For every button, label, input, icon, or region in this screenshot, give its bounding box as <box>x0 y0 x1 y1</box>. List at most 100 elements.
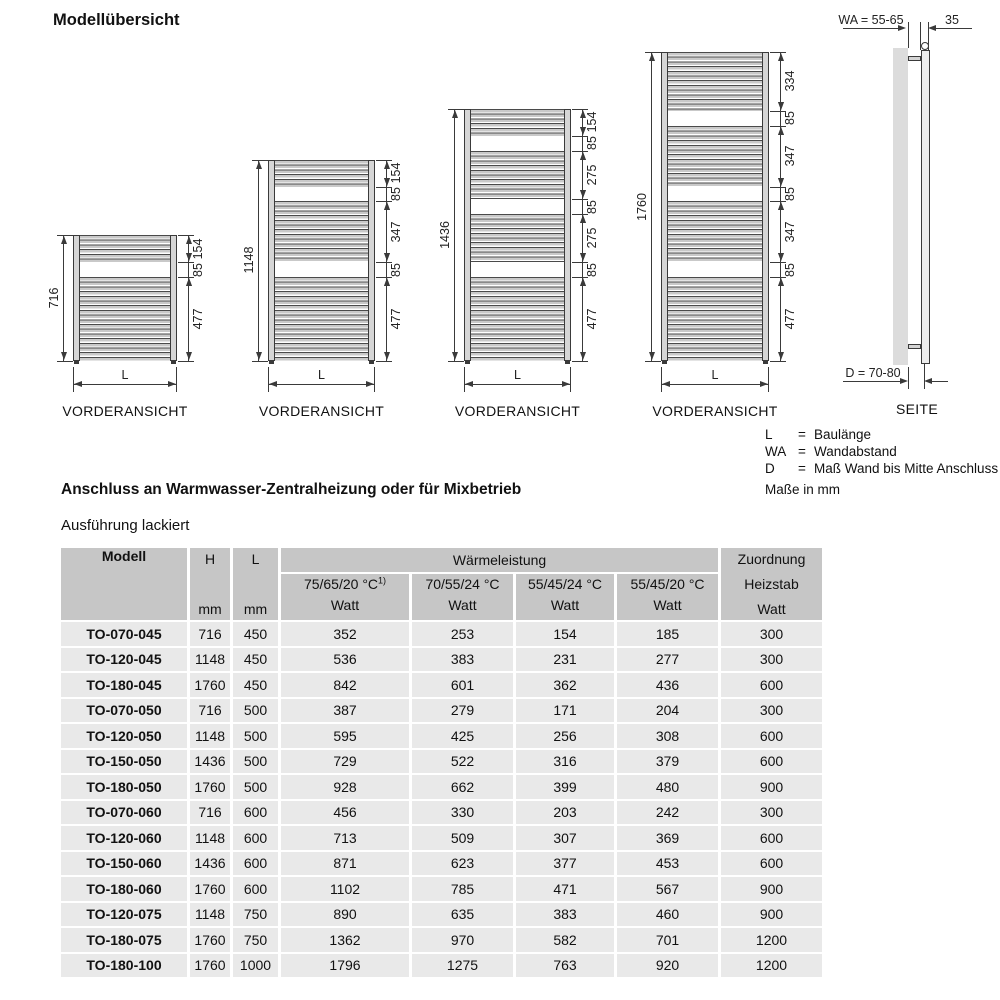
value-cell: 369 <box>617 826 718 850</box>
value-cell: 1102 <box>281 877 409 901</box>
arrow-up-icon <box>580 109 586 118</box>
side-view-caption: SEITE <box>896 401 938 417</box>
dim-tick <box>770 361 786 362</box>
arrow-up-icon <box>61 236 67 245</box>
value-cell: 635 <box>412 902 513 926</box>
tube-group <box>668 277 762 361</box>
model-cell: TO-120-060 <box>61 826 187 850</box>
temp-label: 70/55/24 °C <box>412 574 513 595</box>
value-cell: 500 <box>233 775 278 799</box>
value-cell: 600 <box>233 877 278 901</box>
model-cell: TO-180-100 <box>61 953 187 977</box>
front-view-caption: VORDERANSICHT <box>454 403 581 419</box>
tube-group <box>668 125 762 187</box>
collector-right <box>564 108 571 361</box>
tube-gap <box>471 262 564 278</box>
value-cell: 316 <box>516 749 614 773</box>
legend-row: L = Baulänge <box>765 426 998 443</box>
arrow-right-icon <box>898 25 906 31</box>
value-cell: 1760 <box>190 775 230 799</box>
value-cell: 900 <box>721 775 822 799</box>
spec-table-body: TO-070-045 716 450 352 253 154 185 300 TO-120-04… <box>61 622 822 977</box>
value-cell: 383 <box>412 647 513 671</box>
value-cell: 300 <box>721 800 822 824</box>
arrow-right-icon <box>366 381 374 387</box>
foot-left <box>662 361 667 364</box>
value-cell: 750 <box>233 902 278 926</box>
dim-tick <box>770 262 786 264</box>
temp-text: 55/45/20 °C <box>630 576 705 592</box>
value-cell: 1436 <box>190 749 230 773</box>
section-dim-label-text: 477 <box>783 308 797 330</box>
total-height-label-text: 716 <box>47 287 61 309</box>
tube-group <box>80 235 170 263</box>
arrow-up-icon <box>384 278 390 287</box>
dim-tick <box>376 262 392 264</box>
section-dim-label-text: 477 <box>585 308 599 330</box>
extension-line <box>924 364 925 389</box>
extension-line <box>908 22 909 48</box>
header-stack: Zuordnung Heizstab Watt <box>721 548 822 620</box>
value-cell: 1362 <box>281 928 409 952</box>
value-cell: 600 <box>721 826 822 850</box>
model-overview-diagrams: 716 154 85 477 L VORDERANSICHT 1148 154 85 347 85 4… <box>0 0 1000 470</box>
section-dim-label-text: 85 <box>389 187 403 201</box>
dim-tick <box>376 277 392 279</box>
dim-line <box>843 381 900 382</box>
length-label: L <box>318 368 325 382</box>
value-cell: 204 <box>617 698 718 722</box>
arrow-up-icon <box>256 160 262 169</box>
model-cell: TO-070-050 <box>61 698 187 722</box>
value-cell: 480 <box>617 775 718 799</box>
value-cell: 920 <box>617 953 718 977</box>
front-view-caption: VORDERANSICHT <box>258 403 385 419</box>
legend-equals: = <box>798 461 806 476</box>
tube-gap <box>471 199 564 215</box>
table-row: TO-150-060 1436 600 871 623 377 453 600 <box>61 851 822 875</box>
dim-tick <box>57 361 73 362</box>
total-height-label-text: 1436 <box>438 221 452 249</box>
section-heading: Anschluss an Warmwasser-Zentralheizung o… <box>61 481 522 498</box>
table-row: TO-120-050 1148 500 595 425 256 308 600 <box>61 724 822 748</box>
unit-label: Watt <box>281 595 409 616</box>
col-header-modell: Modell <box>61 548 187 620</box>
arrow-right-icon <box>168 381 176 387</box>
col-header-temp: 75/65/20 °C1) Watt <box>281 574 409 620</box>
unit-label: Watt <box>516 595 614 616</box>
value-cell: 308 <box>617 724 718 748</box>
value-cell: 970 <box>412 928 513 952</box>
value-cell: 300 <box>721 647 822 671</box>
finish-note: Ausführung lackiert <box>61 517 190 534</box>
tube-group <box>471 214 564 263</box>
value-cell: 729 <box>281 749 409 773</box>
value-cell: 300 <box>721 622 822 646</box>
value-cell: 383 <box>516 902 614 926</box>
value-cell: 900 <box>721 902 822 926</box>
dim-tick <box>178 235 194 237</box>
value-cell: 253 <box>412 622 513 646</box>
total-height-label-text: 1148 <box>242 246 256 274</box>
value-cell: 701 <box>617 928 718 952</box>
unit-text: Watt <box>330 597 360 613</box>
value-cell: 1436 <box>190 851 230 875</box>
arrow-down-icon <box>778 253 784 262</box>
extension-line <box>570 367 571 392</box>
tube-group <box>275 159 368 187</box>
value-cell: 387 <box>281 698 409 722</box>
page-title: Modellübersicht <box>53 11 180 29</box>
section-dim-label-text: 477 <box>389 308 403 330</box>
arrow-up-icon <box>778 202 784 211</box>
tube-gap <box>275 186 368 202</box>
arrow-right-icon <box>900 378 908 384</box>
foot-right <box>763 361 768 364</box>
model-cell: TO-150-050 <box>61 749 187 773</box>
value-cell: 453 <box>617 851 718 875</box>
value-cell: 1148 <box>190 647 230 671</box>
arrow-down-icon <box>384 253 390 262</box>
model-cell: TO-180-050 <box>61 775 187 799</box>
dim-line <box>465 384 570 385</box>
value-cell: 716 <box>190 800 230 824</box>
arrow-right-icon <box>760 381 768 387</box>
